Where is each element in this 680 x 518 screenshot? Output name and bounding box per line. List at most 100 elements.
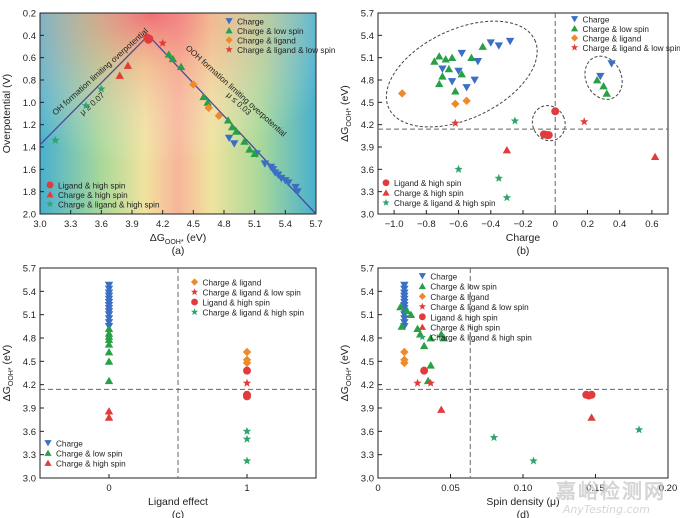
x-tick-label: 5.4 bbox=[279, 219, 292, 230]
data-point bbox=[214, 111, 224, 120]
data-point bbox=[650, 152, 660, 161]
legend-entry: Ligand & high spin bbox=[58, 181, 126, 190]
data-point bbox=[596, 72, 605, 81]
legend-entry: Charge & low spin bbox=[430, 283, 497, 292]
data-point bbox=[592, 76, 602, 84]
data-point bbox=[437, 405, 446, 413]
data-point bbox=[418, 302, 426, 310]
y-tick-label: 5.1 bbox=[361, 310, 374, 321]
data-point bbox=[104, 311, 114, 319]
data-point bbox=[435, 52, 444, 60]
data-point bbox=[457, 49, 466, 58]
data-point bbox=[242, 358, 252, 368]
data-point bbox=[224, 134, 234, 143]
data-point bbox=[190, 278, 199, 286]
legend-entry: Charge & ligand bbox=[583, 35, 642, 44]
y-axis-label-unit: (eV) bbox=[339, 345, 351, 368]
data-point bbox=[245, 145, 254, 153]
data-point bbox=[447, 53, 457, 62]
data-point bbox=[242, 378, 252, 387]
data-point bbox=[551, 107, 560, 116]
x-tick-label: 0 bbox=[106, 483, 111, 494]
data-point bbox=[46, 181, 54, 189]
x-tick-label: 0.15 bbox=[586, 483, 605, 494]
cluster-ellipse bbox=[584, 55, 623, 100]
data-point bbox=[189, 80, 198, 89]
legend-entry: Charge & ligand bbox=[430, 293, 489, 302]
y-tick-label: 0.4 bbox=[23, 31, 36, 42]
data-point bbox=[277, 174, 286, 183]
y-tick-label: 5.1 bbox=[361, 53, 374, 64]
y-tick-label: 2.0 bbox=[23, 210, 36, 221]
x-tick-label: 0 bbox=[553, 219, 558, 230]
legend-entry: Charge & high spin bbox=[58, 191, 128, 200]
data-point bbox=[462, 84, 471, 92]
y-tick-label: 0.2 bbox=[23, 9, 36, 20]
cluster-ellipse bbox=[531, 105, 566, 142]
legend-entry: Charge & ligand & low spin bbox=[237, 46, 336, 55]
series bbox=[430, 42, 611, 97]
legend-entry: Charge bbox=[56, 440, 83, 449]
y-axis-label-sub: OOH* bbox=[346, 108, 353, 127]
data-point bbox=[104, 413, 114, 421]
data-point bbox=[587, 390, 596, 399]
data-point bbox=[191, 308, 199, 316]
data-point bbox=[439, 334, 449, 342]
data-point bbox=[104, 319, 114, 327]
data-point bbox=[176, 62, 186, 70]
x-tick-label: −0.6 bbox=[449, 219, 468, 230]
x-tick-label: 4.2 bbox=[156, 219, 169, 230]
y-tick-label: 5.4 bbox=[361, 31, 374, 42]
x-tick-label: −1.0 bbox=[385, 219, 404, 230]
legend-entry: Charge bbox=[237, 18, 264, 27]
data-point bbox=[607, 60, 616, 68]
panel-a: 3.0 3.3 3.6 3.9 4.2 4.5 4.8 5.1 5.4 5.7 0.2 0.4 0.6 0… bbox=[1, 9, 336, 258]
series bbox=[243, 366, 251, 401]
data-point bbox=[225, 18, 233, 25]
x-tick-label: 5.1 bbox=[248, 219, 261, 230]
data-point bbox=[382, 179, 390, 187]
data-point bbox=[430, 57, 439, 65]
data-point bbox=[402, 306, 412, 315]
data-point bbox=[46, 200, 54, 207]
data-point bbox=[397, 322, 406, 330]
data-point bbox=[570, 16, 579, 23]
data-point bbox=[164, 50, 173, 58]
series bbox=[397, 89, 471, 109]
data-point bbox=[104, 357, 114, 365]
legend-entry: Charge & ligand & high spin bbox=[58, 200, 160, 209]
data-point bbox=[444, 64, 454, 73]
series bbox=[242, 378, 252, 387]
y-tick-label: 3.9 bbox=[361, 143, 374, 154]
legend-entry: Charge & ligand & low spin bbox=[430, 303, 529, 312]
data-point bbox=[242, 347, 252, 357]
data-point bbox=[470, 76, 479, 84]
data-point bbox=[44, 449, 52, 456]
legend-entry: Ligand & high spin bbox=[430, 313, 498, 322]
series bbox=[104, 281, 114, 331]
data-point bbox=[587, 413, 596, 421]
series bbox=[104, 324, 114, 385]
legend-entry: Charge bbox=[430, 273, 457, 282]
data-point bbox=[447, 78, 457, 86]
panel-b: −1.0 −0.8 −0.6 −0.4 −0.2 0 0.2 0.4 0.6 3.0 3.3 3.6 3… bbox=[339, 9, 680, 258]
data-point bbox=[396, 302, 405, 311]
data-point bbox=[104, 340, 114, 348]
data-point bbox=[438, 65, 447, 73]
data-point bbox=[441, 55, 450, 63]
data-point bbox=[51, 135, 60, 144]
data-point bbox=[418, 323, 426, 330]
y-tick-label: 3.6 bbox=[23, 427, 36, 438]
series bbox=[51, 84, 106, 144]
watermark-cn: 嘉峪检测网 bbox=[556, 479, 666, 503]
y-tick-label: 1.8 bbox=[23, 187, 36, 198]
y-tick-label: 5.7 bbox=[23, 264, 36, 275]
data-point bbox=[544, 131, 553, 140]
data-point bbox=[571, 43, 579, 51]
y-tick-label: 4.2 bbox=[361, 120, 374, 131]
series bbox=[224, 134, 302, 196]
x-tick-label: −0.8 bbox=[417, 219, 436, 230]
y-tick-label: 5.1 bbox=[23, 310, 36, 321]
data-point bbox=[454, 164, 463, 173]
